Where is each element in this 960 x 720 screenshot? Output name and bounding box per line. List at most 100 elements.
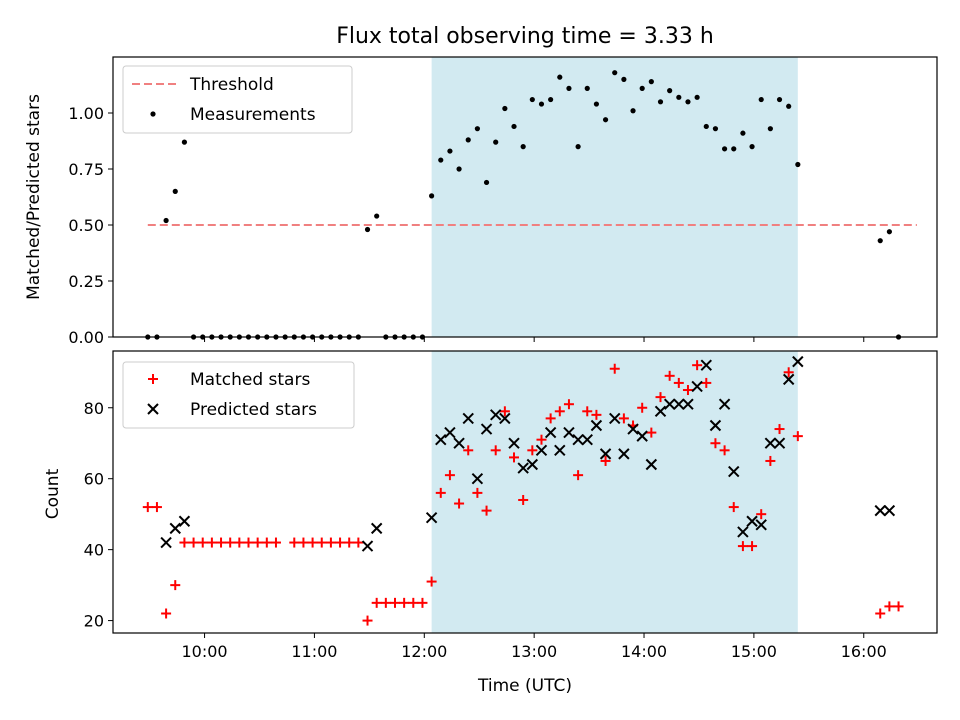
top-panel: 0.00 0.25 0.50 0.75 1.00: [68, 56, 938, 347]
measurement-point: [621, 76, 627, 82]
matched-point: [499, 406, 510, 417]
matched-point: [591, 409, 602, 420]
predicted-point: [673, 398, 685, 410]
matched-point: [151, 502, 162, 513]
y-tick-label: 60: [84, 470, 104, 489]
x-marker: [147, 403, 159, 415]
predicted-point: [654, 405, 667, 418]
predicted-point: [526, 458, 539, 471]
measurement-point: [694, 94, 700, 100]
matched-point: [518, 494, 529, 505]
matched-point: [609, 363, 620, 374]
observing-span: [431, 57, 798, 337]
predicted-point: [489, 409, 502, 421]
measurement-point: [877, 238, 883, 244]
measurement-point: [181, 139, 188, 145]
matched-point: [701, 377, 712, 388]
predicted-point: [444, 426, 456, 439]
measurement-point: [657, 99, 664, 105]
y-tick-label: 0.50: [68, 216, 104, 235]
measurement-point: [483, 179, 490, 186]
bottom-y-axis-label: Count: [43, 468, 63, 519]
matched-point: [509, 452, 520, 463]
matched-point: [270, 537, 281, 548]
measurement-point: [364, 226, 371, 233]
matched-point: [747, 541, 758, 552]
predicted-point: [773, 437, 786, 449]
predicted-point: [709, 419, 722, 432]
measurement-point: [511, 123, 517, 130]
measurement-point: [548, 96, 554, 103]
bottom-legend-box: [122, 361, 355, 429]
predicted-point: [178, 515, 191, 527]
predicted-point: [874, 504, 886, 517]
matched-point: [728, 502, 739, 513]
matched-point: [573, 470, 584, 481]
measurement-point: [630, 108, 636, 114]
measurement-point: [795, 161, 801, 168]
x-tick-label: 15:00: [731, 642, 777, 661]
predicted-point: [737, 526, 749, 538]
y-tick-label: 1.00: [68, 104, 104, 123]
predicted-point: [636, 430, 648, 442]
measurement-point: [639, 85, 645, 91]
predicted-point: [627, 423, 639, 435]
measurement-point: [712, 126, 719, 132]
top-legend-box: [122, 65, 353, 134]
matched-point: [472, 487, 483, 498]
plus-marker: [148, 374, 158, 384]
x-tick-label: 13:00: [511, 642, 557, 661]
measurement-point: [566, 85, 572, 91]
matched-point: [161, 608, 172, 619]
predicted-point: [691, 380, 703, 393]
matched-point: [380, 597, 391, 608]
x-tick-label: 16:00: [841, 642, 887, 661]
matched-point: [527, 445, 538, 456]
measurement-point: [172, 188, 178, 194]
matched-point: [893, 601, 904, 612]
matched-point: [179, 537, 190, 548]
predicted-point: [425, 512, 438, 524]
measurement-point: [493, 139, 499, 145]
matched-point: [554, 406, 565, 417]
y-tick-label: 20: [84, 612, 104, 631]
matched-point: [692, 360, 703, 371]
predicted-point: [645, 458, 658, 471]
measurement-point: [721, 146, 728, 152]
legend-matched-swatch: [148, 374, 158, 384]
predicted-point: [764, 437, 777, 449]
predicted-point: [453, 437, 465, 449]
matched-point: [875, 608, 886, 619]
predicted-point: [435, 433, 447, 446]
matched-point: [353, 537, 364, 548]
matched-point: [261, 537, 272, 548]
y-tick-label: 0.25: [68, 272, 104, 291]
predicted-point: [160, 536, 172, 549]
predicted-point: [361, 540, 374, 552]
measurement-point: [520, 144, 526, 150]
matched-point: [756, 509, 767, 520]
legend-measurements-swatch: [150, 111, 156, 117]
matched-point: [252, 537, 263, 548]
measurement-point: [676, 94, 682, 100]
matched-point: [737, 541, 748, 552]
matched-point: [206, 537, 217, 548]
matched-point: [289, 537, 300, 548]
matched-point: [664, 370, 675, 381]
matched-point: [655, 392, 666, 403]
matched-point: [371, 597, 382, 608]
measurement-point: [776, 96, 783, 103]
matched-point: [545, 413, 556, 424]
matched-point: [197, 537, 208, 548]
legend-predicted-label: Predicted stars: [190, 400, 317, 420]
measurement-point: [758, 96, 764, 103]
predicted-point: [746, 515, 758, 527]
predicted-point: [590, 419, 603, 432]
measurement-point: [465, 137, 471, 143]
matched-point: [637, 402, 648, 413]
observing-span: [431, 351, 798, 633]
matched-point: [307, 537, 318, 548]
predicted-point: [682, 398, 694, 410]
measurement-point: [602, 117, 609, 123]
